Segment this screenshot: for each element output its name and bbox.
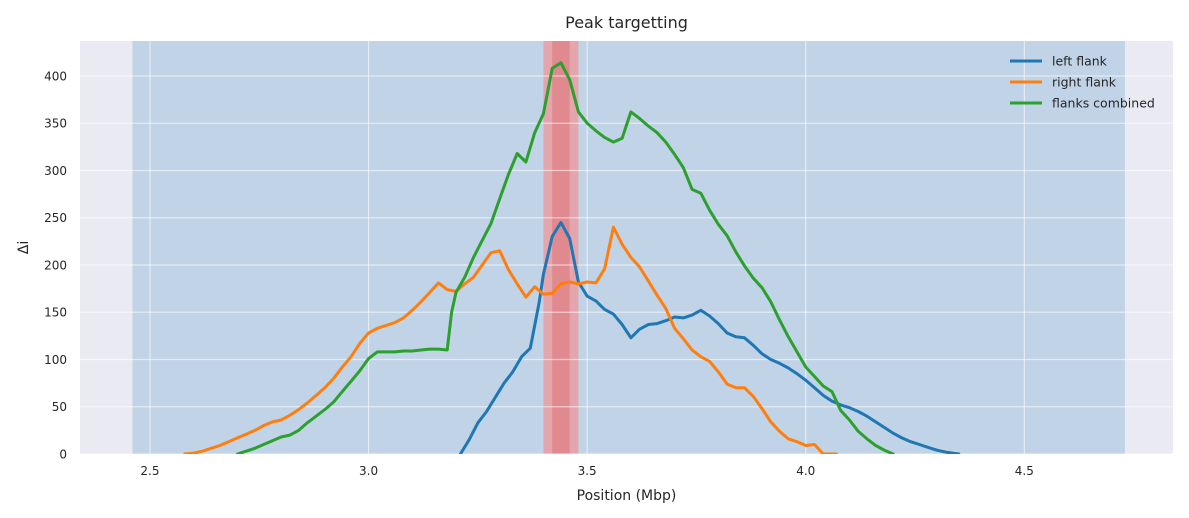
highlight-region-0 — [132, 41, 1125, 454]
grid-lines — [80, 41, 1173, 455]
series-line-flanks-combined — [235, 61, 895, 454]
x-tick-label-4: 4.5 — [1015, 464, 1034, 478]
series-line-left-flank — [458, 221, 961, 454]
x-tick-labels: 2.5 3.0 3.5 4.0 4.5 — [140, 464, 1033, 478]
series-lines — [183, 61, 961, 454]
y-tick-label-1: 50 — [52, 400, 67, 414]
y-tick-label-3: 150 — [44, 306, 67, 320]
x-tick-label-2: 3.5 — [578, 464, 597, 478]
chart-title: Peak targetting — [565, 13, 688, 32]
highlight-region-2 — [552, 41, 570, 454]
y-tick-labels: 0 50 100 150 200 250 300 350 400 — [44, 69, 67, 461]
y-tick-label-2: 100 — [44, 353, 67, 367]
x-tick-label-1: 3.0 — [359, 464, 378, 478]
x-tick-label-3: 4.0 — [796, 464, 815, 478]
y-tick-label-5: 250 — [44, 211, 67, 225]
highlight-regions — [132, 41, 1125, 454]
y-tick-label-7: 350 — [44, 117, 67, 131]
x-tick-label-0: 2.5 — [140, 464, 159, 478]
y-tick-label-6: 300 — [44, 164, 67, 178]
y-tick-label-0: 0 — [59, 448, 67, 462]
series-line-right-flank — [183, 225, 838, 454]
legend: left flank right flank flanks combined — [1010, 54, 1155, 111]
legend-label-0: left flank — [1052, 54, 1108, 69]
legend-label-1: right flank — [1052, 75, 1117, 90]
y-axis-label: Δi — [16, 241, 32, 254]
y-tick-label-4: 200 — [44, 258, 67, 272]
legend-label-2: flanks combined — [1052, 96, 1155, 111]
y-tick-label-8: 400 — [44, 69, 67, 83]
x-axis-label: Position (Mbp) — [577, 488, 677, 504]
